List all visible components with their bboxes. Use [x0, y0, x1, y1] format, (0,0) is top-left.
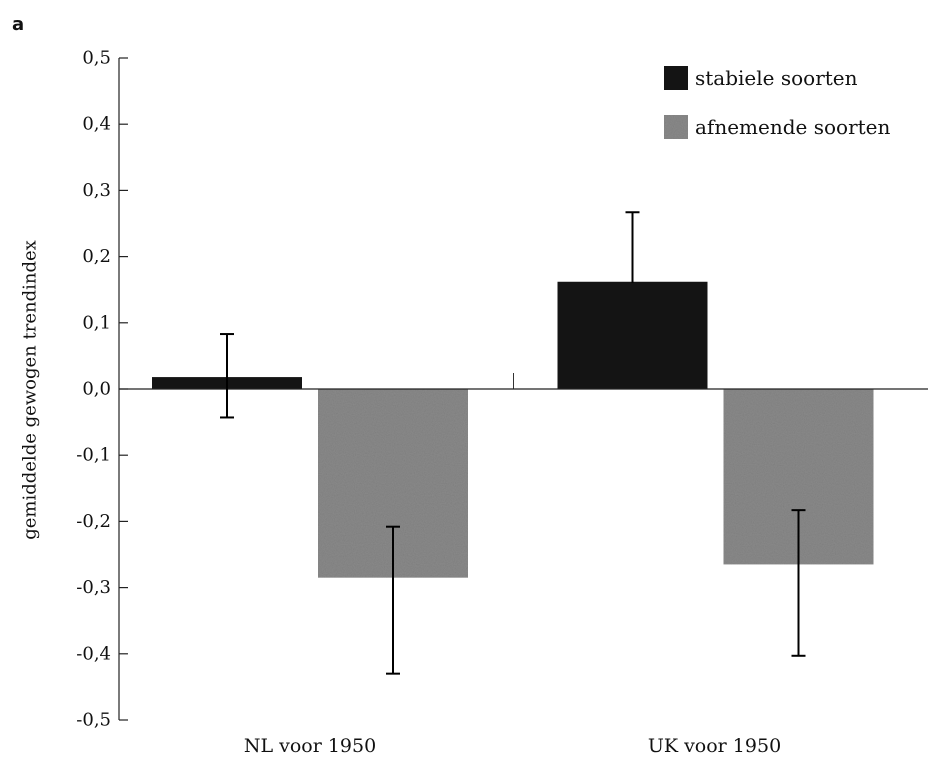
error-bars-group — [220, 211, 806, 675]
bar-stabiele-uk — [557, 281, 708, 389]
y-tick-label: 0,1 — [82, 312, 111, 333]
category-labels: NL voor 1950 UK voor 1950 — [244, 735, 781, 757]
y-tick-label: 0,4 — [82, 114, 111, 135]
legend-swatch — [664, 115, 688, 139]
category-label: UK voor 1950 — [648, 735, 781, 757]
panel-label: a — [12, 14, 25, 35]
y-tick-label: 0,2 — [82, 246, 111, 267]
y-axis-label: gemiddelde gewogen trendindex — [20, 240, 41, 540]
y-tick-label: 0,5 — [82, 48, 111, 69]
legend-swatch — [664, 66, 688, 90]
y-tick-label: -0,5 — [76, 710, 111, 731]
legend-label: stabiele soorten — [695, 66, 858, 90]
category-label: NL voor 1950 — [244, 735, 376, 757]
y-tick-label: -0,1 — [76, 445, 111, 466]
y-tick-label: 0,0 — [82, 379, 111, 400]
y-tick-label: -0,4 — [76, 643, 111, 664]
y-tick-label: 0,3 — [82, 180, 111, 201]
y-tick-label: -0,3 — [76, 577, 111, 598]
legend-label: afnemende soorten — [695, 115, 891, 139]
bars-group — [152, 281, 874, 578]
legend: stabiele soorten afnemende soorten — [664, 66, 891, 139]
y-tick-label: -0,2 — [76, 511, 111, 532]
